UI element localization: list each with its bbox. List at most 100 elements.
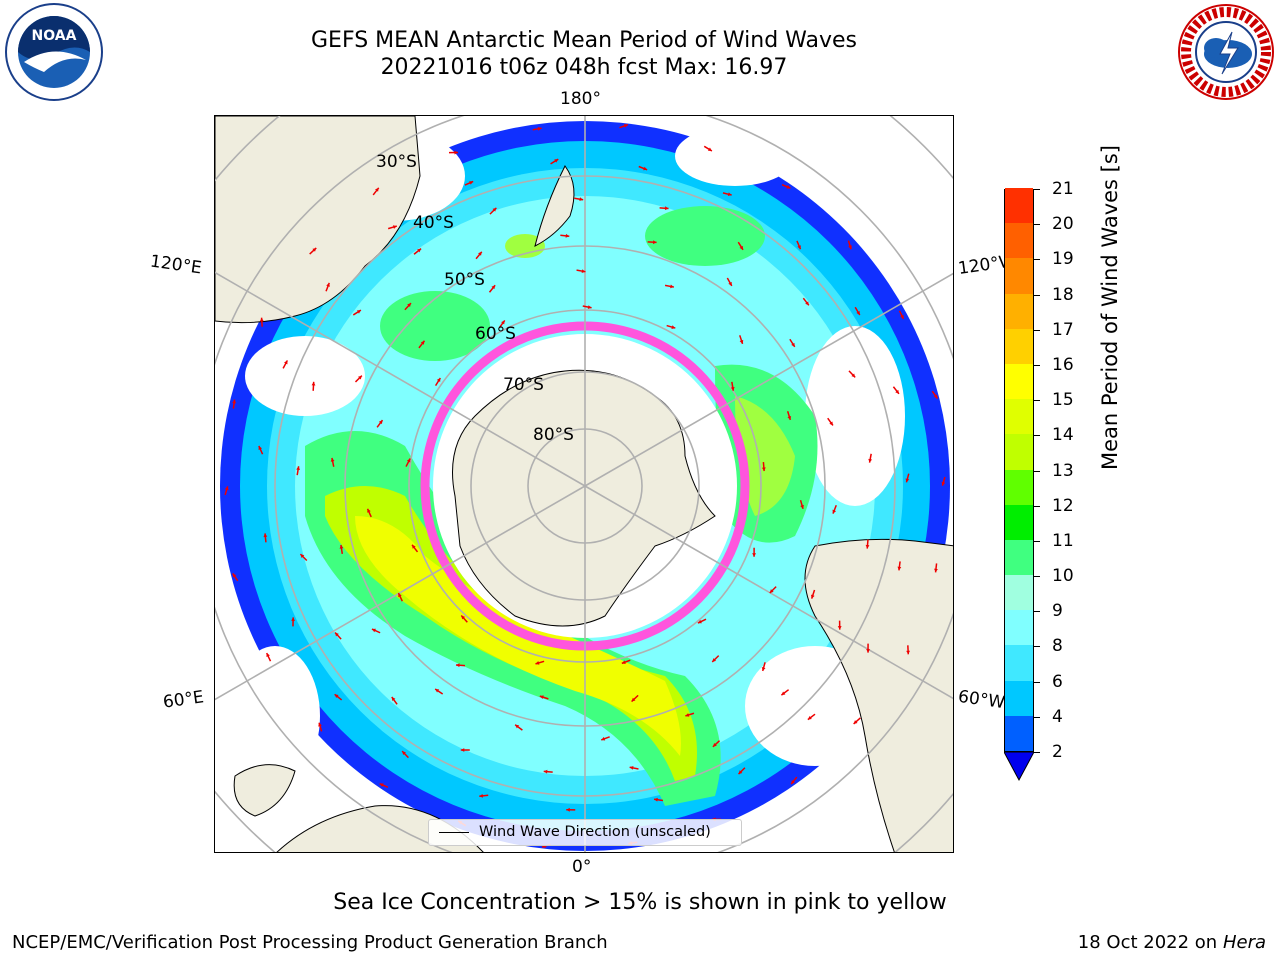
direction-arrow-head (787, 415, 792, 420)
colorbar-tick-label: 18 (1052, 284, 1074, 305)
lat-label-80s: 80°S (533, 425, 574, 445)
colorbar-tick-label: 2 (1052, 742, 1063, 762)
direction-arrow-head (933, 394, 938, 399)
colorbar-segment (1005, 398, 1033, 435)
lat-label-70s: 70°S (503, 375, 544, 395)
direction-arrow-head (868, 458, 873, 463)
colorbar-tick (1034, 716, 1040, 718)
svg-text:NOAA: NOAA (32, 28, 77, 44)
direction-arrow-head (543, 769, 548, 774)
direction-arrow-head (654, 797, 658, 802)
direction-arrow-head (356, 310, 361, 314)
direction-arrow-head (712, 742, 717, 747)
colorbar-segment (1005, 363, 1033, 400)
colorbar-tick (1034, 400, 1040, 402)
direction-arrow-head (312, 247, 317, 252)
direction-arrow-head (460, 748, 465, 752)
direction-arrow-head (621, 660, 626, 664)
colorbar-segment (1005, 293, 1033, 329)
direction-arrow-head (478, 251, 482, 256)
legend-label: Wind Wave Direction (unscaled) (479, 824, 711, 840)
direction-arrow-head (455, 663, 460, 668)
direction-arrow-head (832, 509, 837, 514)
direction-arrow-head (897, 566, 902, 571)
direction-arrow-head (601, 736, 606, 741)
direction-arrow-head (781, 691, 786, 696)
colorbar-segment (1005, 539, 1033, 576)
direction-arrow-head (402, 751, 406, 756)
direction-arrow-head (554, 159, 559, 163)
direction-arrow-head (375, 187, 379, 192)
colorbar-tick (1034, 224, 1040, 226)
direction-arrow-head (786, 185, 791, 189)
direction-arrow-head (712, 658, 717, 662)
direction-arrow-head (479, 793, 484, 798)
direction-arrow-head (934, 568, 938, 573)
direction-arrow-head (232, 573, 237, 578)
footer-host: Hera (1222, 932, 1266, 953)
colorbar-tick (1034, 435, 1040, 437)
lat-label-40s: 40°S (413, 213, 454, 233)
direction-arrow-head (906, 650, 911, 655)
direction-arrow-head (865, 544, 870, 549)
colorbar-tick-label: 20 (1052, 214, 1074, 235)
lat-label-60s: 60°S (475, 324, 516, 344)
direction-arrow-head (259, 317, 264, 322)
direction-arrow-head (853, 720, 858, 724)
lat-label-30s: 30°S (376, 152, 417, 172)
direction-arrow-head (318, 722, 322, 727)
direction-arrow-head (491, 285, 496, 290)
direction-arrow-head (900, 314, 904, 319)
colorbar-segment (1005, 222, 1033, 259)
colorbar-tick-label: 6 (1052, 671, 1063, 692)
direction-arrow-head (391, 697, 396, 701)
direction-arrow-head (761, 467, 766, 472)
colorbar-tick (1034, 329, 1040, 331)
direction-arrow-head (761, 667, 766, 671)
direction-arrow-head (539, 695, 544, 700)
colorbar-segment (1005, 609, 1033, 646)
direction-arrow-head (515, 724, 520, 729)
direction-arrow-head (371, 628, 376, 633)
direction-arrow-head (335, 632, 339, 637)
direction-arrow-head (398, 593, 402, 598)
colorbar-tick-label: 15 (1052, 390, 1074, 411)
direction-arrow-head (326, 282, 330, 287)
direction-arrow-head (629, 766, 634, 770)
colorbar-segment (1005, 644, 1033, 681)
nws-logo (1178, 4, 1274, 100)
colorbar-tick (1034, 294, 1040, 296)
direction-arrow-head (895, 389, 899, 394)
lon-label-0: 0° (572, 857, 592, 877)
direction-arrow-head (535, 661, 540, 665)
direction-arrow-head (866, 649, 870, 653)
direction-arrow-head (800, 504, 804, 509)
colorbar-tick (1034, 576, 1040, 578)
direction-arrow-head (707, 147, 712, 151)
colorbar-extend-arrow (1004, 752, 1034, 782)
colorbar-segment (1005, 433, 1033, 470)
direction-arrow-head (848, 245, 852, 250)
colorbar-tick-label: 13 (1052, 460, 1074, 481)
direction-arrow-head (791, 342, 795, 347)
direction-arrow-head (407, 303, 411, 307)
direction-arrow-head (739, 339, 744, 344)
direction-arrow-head (367, 508, 371, 513)
colorbar-tick (1034, 505, 1040, 507)
lon-label-180: 180° (560, 89, 601, 109)
direction-arrow-head (284, 360, 288, 365)
direction-arrow-head (565, 233, 570, 238)
colorbar-tick-label: 9 (1052, 601, 1063, 622)
direction-arrow-head (330, 457, 335, 462)
direction-arrow-head (492, 207, 497, 212)
footer-producer: NCEP/EMC/Verification Post Processing Pr… (12, 932, 608, 953)
graticule (215, 116, 953, 852)
direction-arrow-head (797, 245, 801, 250)
direction-arrow-head (739, 245, 744, 250)
colorbar-segment (1005, 715, 1033, 751)
colorbar-segment (1005, 328, 1033, 364)
colorbar-tick (1034, 646, 1040, 648)
direction-arrow-head (501, 320, 505, 325)
footer-date-text: 18 Oct 2022 on (1077, 932, 1218, 953)
direction-arrow-head (417, 248, 422, 253)
